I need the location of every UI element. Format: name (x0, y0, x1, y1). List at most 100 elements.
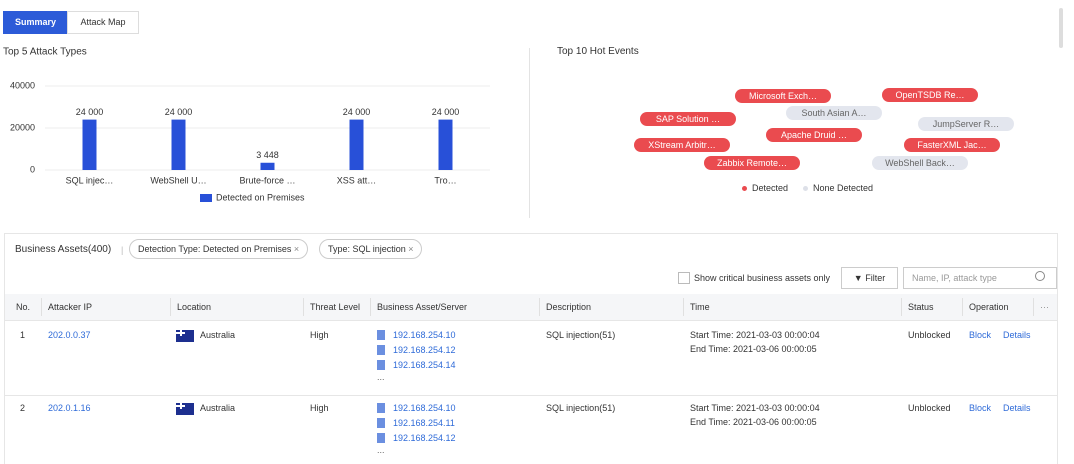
y-tick-label: 40000 (10, 80, 35, 90)
row-number: 1 (20, 330, 26, 340)
search-box[interactable] (903, 267, 1057, 289)
action-link[interactable]: Block (969, 403, 992, 413)
hot-event-tag[interactable]: XStream Arbitr… (634, 138, 730, 152)
location: Australia (200, 330, 236, 340)
filter-label: Filter (865, 273, 886, 283)
start-time: Start Time: 2021-03-03 00:00:04 (690, 330, 820, 340)
row-separator (5, 395, 1057, 396)
column-header: Business Asset/Server (377, 302, 468, 312)
server-icon (377, 360, 385, 370)
section-title: Top 10 Hot Events (557, 46, 639, 57)
filter-text: Type: SQL injection (328, 244, 406, 254)
hot-event-tag[interactable]: SAP Solution … (640, 112, 736, 126)
filter-text: Detection Type: Detected on Premises (138, 244, 292, 254)
column-divider (901, 298, 902, 316)
server-ip[interactable]: 192.168.254.10 (393, 330, 456, 340)
filter-button[interactable]: ▼ Filter (841, 267, 898, 289)
column-divider (1033, 298, 1034, 316)
divider (529, 48, 530, 218)
column-header: Attacker IP (48, 302, 93, 312)
bar (171, 119, 186, 170)
threat-level: High (310, 403, 329, 413)
bar (349, 119, 364, 170)
status: Unblocked (908, 330, 951, 340)
column-divider (303, 298, 304, 316)
bar (438, 119, 453, 170)
assets-title: Business Assets(400) (15, 244, 112, 255)
server-ip[interactable]: 192.168.254.12 (393, 345, 456, 355)
filter-tag[interactable]: Type: SQL injection × (319, 239, 423, 259)
server-ip[interactable]: 192.168.254.12 (393, 433, 456, 443)
server-ip[interactable]: 192.168.254.11 (393, 418, 455, 428)
value-label: 24 000 (76, 107, 104, 117)
server-icon (377, 403, 385, 413)
chart-title: Top 5 Attack Types (3, 47, 87, 58)
action-link[interactable]: Details (1003, 403, 1031, 413)
flag (176, 330, 194, 342)
more-servers: ... (377, 372, 385, 382)
column-header: Status (908, 302, 934, 312)
hot-event-tag[interactable]: WebShell Back… (872, 156, 968, 170)
column-divider (683, 298, 684, 316)
hot-event-tag[interactable]: Microsoft Exch… (735, 89, 831, 103)
value-label: 3 448 (256, 150, 279, 160)
hot-event-tag[interactable]: South Asian A… (786, 106, 882, 120)
description: SQL injection(51) (546, 403, 616, 413)
table-header (5, 294, 1057, 321)
column-header: Location (177, 302, 212, 312)
location: Australia (200, 403, 236, 413)
description: SQL injection(51) (546, 330, 616, 340)
end-time: End Time: 2021-03-06 00:00:05 (690, 417, 817, 427)
assets-panel (4, 233, 1058, 464)
hot-event-tag[interactable]: OpenTSDB Re… (882, 88, 978, 102)
filter-tag[interactable]: Detection Type: Detected on Premises × (129, 239, 309, 259)
hot-event-tag[interactable]: Zabbix Remote… (704, 156, 800, 170)
hot-event-tag[interactable]: FasterXML Jac… (904, 138, 1000, 152)
bar (260, 162, 275, 170)
scrollbar (1059, 8, 1063, 48)
hot-event-tag[interactable]: JumpServer R… (918, 117, 1014, 131)
attacker-ip[interactable]: 202.0.1.16 (48, 403, 91, 413)
row-number: 2 (20, 403, 26, 413)
action-link[interactable]: Details (1003, 330, 1031, 340)
column-header: Description (546, 302, 592, 312)
server-icon (377, 433, 385, 443)
column-divider (962, 298, 963, 316)
remove-icon[interactable]: × (291, 244, 300, 254)
search-placeholder: Name, IP, attack type (912, 273, 997, 283)
checkbox[interactable] (678, 272, 690, 284)
column-header: Threat Level (310, 302, 361, 312)
status: Unblocked (908, 403, 951, 413)
more-columns[interactable]: ⋯ (1040, 302, 1049, 312)
server-icon (377, 330, 385, 340)
attacker-ip[interactable]: 202.0.0.37 (48, 330, 91, 340)
tab[interactable]: Attack Map (67, 11, 139, 34)
server-ip[interactable]: 192.168.254.14 (393, 360, 456, 370)
remove-icon[interactable]: × (405, 244, 414, 254)
column-header: No. (16, 302, 31, 312)
server-icon (377, 418, 385, 428)
column-header: Time (690, 302, 710, 312)
end-time: End Time: 2021-03-06 00:00:05 (690, 344, 817, 354)
start-time: Start Time: 2021-03-03 00:00:04 (690, 403, 820, 413)
value-label: 24 000 (165, 107, 193, 117)
column-divider (539, 298, 540, 316)
checkbox-label: Show critical business assets only (694, 273, 831, 283)
hot-event-tag[interactable]: Apache Druid … (766, 128, 862, 142)
bar-chart: Top 5 Attack Types 0 20000 40000 SQL injec…… (3, 47, 490, 202)
tab[interactable]: Summary (3, 11, 68, 34)
legend-label: None Detected (813, 183, 874, 193)
flag (176, 403, 194, 415)
column-header: Operation (969, 302, 1009, 312)
legend-dot (803, 186, 808, 191)
x-tick-label: Tro… (434, 175, 456, 185)
action-link[interactable]: Block (969, 330, 992, 340)
value-label: 24 000 (432, 107, 460, 117)
x-tick-label: WebShell U… (150, 175, 206, 185)
column-divider (370, 298, 371, 316)
search-icon (1035, 271, 1045, 281)
y-tick-label: 20000 (10, 122, 35, 132)
column-divider (170, 298, 171, 316)
server-ip[interactable]: 192.168.254.10 (393, 403, 456, 413)
